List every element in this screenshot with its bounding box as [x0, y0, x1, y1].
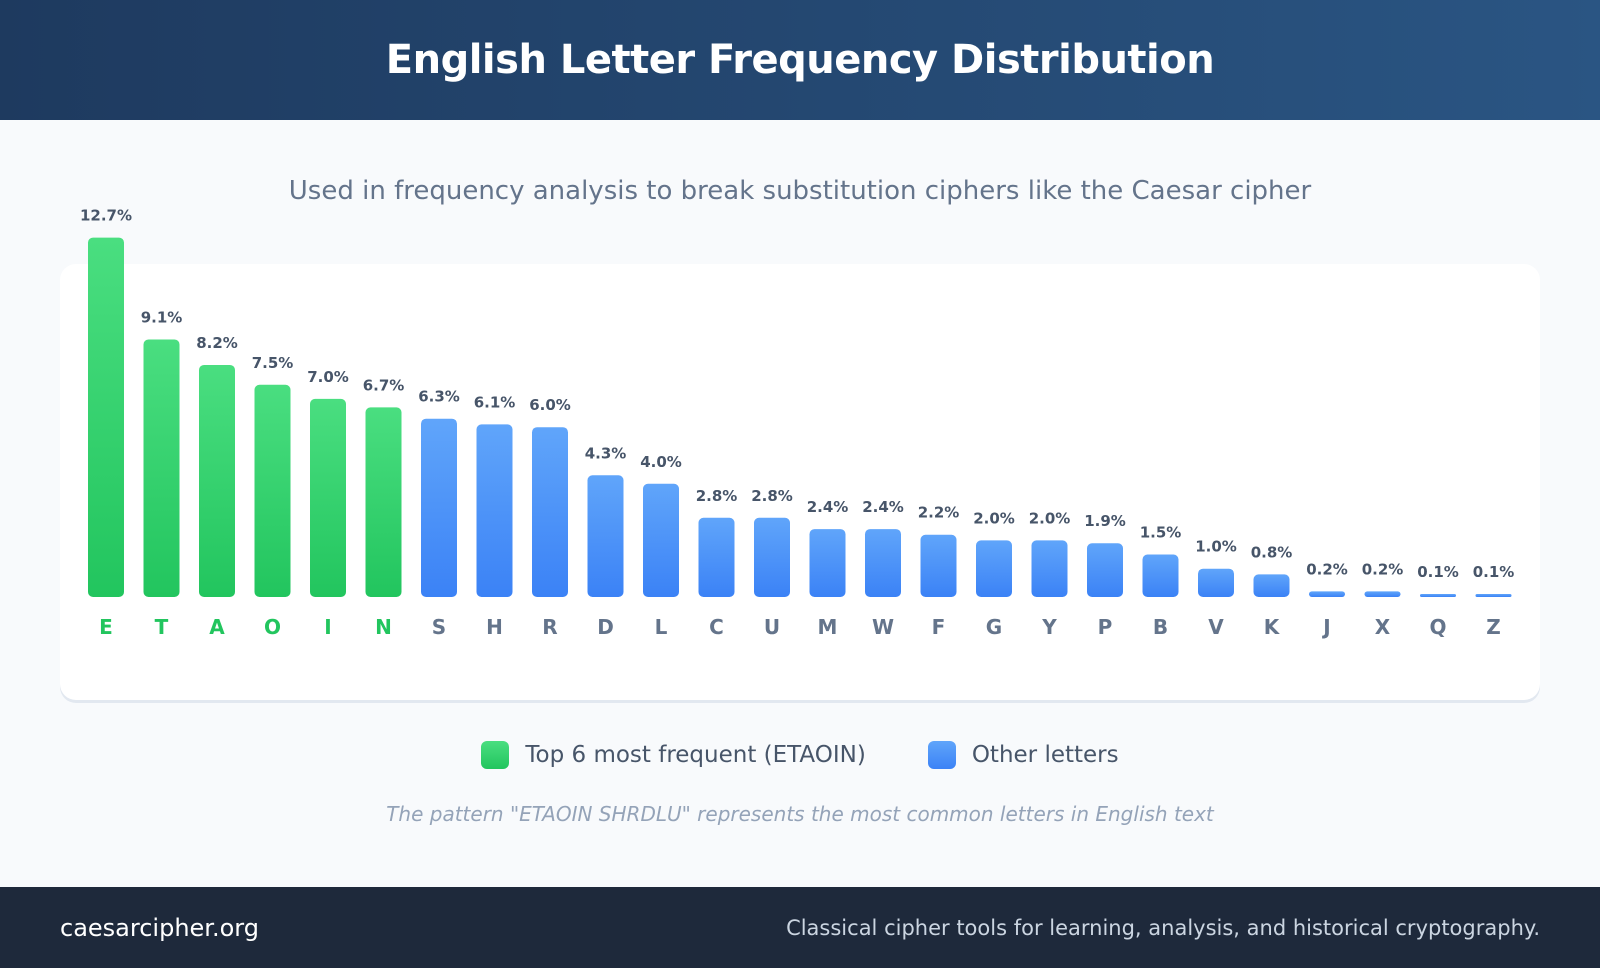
x-tick-label-d: D — [597, 615, 614, 639]
legend-item-other: Other letters — [927, 741, 1119, 769]
bar-value-label-p: 1.9% — [1084, 512, 1126, 530]
x-tick-label-z: Z — [1486, 615, 1501, 639]
x-tick-label-x: X — [1375, 615, 1391, 639]
bar-s — [421, 418, 457, 597]
bar-m — [809, 529, 846, 597]
x-tick-label-a: A — [209, 615, 225, 639]
legend: Top 6 most frequent (ETAOIN) Other lette… — [0, 741, 1600, 769]
bar-value-label-u: 2.8% — [751, 487, 793, 505]
bar-p — [1087, 543, 1123, 597]
bar-e — [88, 237, 124, 597]
x-tick-label-p: P — [1098, 615, 1113, 639]
bar-value-label-m: 2.4% — [807, 498, 849, 516]
header: English Letter Frequency Distribution — [0, 0, 1600, 120]
x-tick-label-o: O — [264, 615, 281, 639]
legend-swatch-other — [927, 741, 956, 769]
x-tick-label-w: W — [872, 615, 894, 639]
bar-value-label-i: 7.0% — [307, 368, 349, 386]
x-tick-label-v: V — [1208, 615, 1224, 639]
bar-n — [365, 407, 402, 597]
letter-frequency-chart: 12.7% E 9.1% T 8.2% A 7.5% O 7.0% I 6.7% N 6.3% S 6.1%… — [80, 207, 1514, 639]
bar-value-label-v: 1.0% — [1195, 538, 1237, 556]
bar-i — [310, 398, 346, 597]
x-tick-label-j: J — [1321, 615, 1330, 639]
bars-group: 12.7% E 9.1% T 8.2% A 7.5% O 7.0% I 6.7% N 6.3% S 6.1%… — [80, 207, 1514, 639]
x-tick-label-m: M — [818, 615, 838, 639]
bar-value-label-a: 8.2% — [196, 334, 238, 352]
legend-label-top: Top 6 most frequent (ETAOIN) — [525, 742, 866, 768]
bar-b — [1142, 554, 1179, 597]
bar-w — [865, 529, 901, 597]
bar-f — [920, 534, 957, 597]
bar-value-label-w: 2.4% — [862, 498, 904, 516]
bar-u — [754, 517, 790, 597]
bar-value-label-r: 6.0% — [529, 396, 571, 414]
bar-z — [1475, 594, 1512, 597]
x-tick-label-q: Q — [1429, 615, 1446, 639]
legend-label-other: Other letters — [971, 742, 1119, 768]
x-tick-label-e: E — [99, 615, 113, 639]
x-tick-label-f: F — [932, 615, 946, 639]
bar-v — [1198, 568, 1234, 597]
x-tick-label-h: H — [486, 615, 503, 639]
bar-c — [698, 517, 735, 597]
bar-x — [1364, 591, 1401, 597]
pattern-note: The pattern "ETAOIN SHRDLU" represents t… — [386, 802, 1214, 826]
footer: caesarcipher.org Classical cipher tools … — [0, 887, 1600, 968]
bar-h — [476, 424, 513, 597]
x-tick-label-c: C — [709, 615, 724, 639]
x-tick-label-k: K — [1264, 615, 1281, 639]
x-tick-label-b: B — [1153, 615, 1168, 639]
legend-swatch-top — [481, 741, 510, 769]
x-tick-label-n: N — [375, 615, 392, 639]
bar-y — [1031, 540, 1068, 597]
x-tick-label-i: I — [324, 615, 331, 639]
bar-value-label-t: 9.1% — [141, 308, 183, 326]
x-tick-label-t: T — [155, 615, 169, 639]
bar-value-label-g: 2.0% — [973, 509, 1015, 527]
bar-o — [254, 384, 291, 597]
bar-value-label-k: 0.8% — [1251, 543, 1293, 561]
x-tick-label-g: G — [986, 615, 1002, 639]
bar-value-label-h: 6.1% — [474, 393, 516, 411]
bar-value-label-d: 4.3% — [585, 444, 627, 462]
bar-value-label-s: 6.3% — [418, 388, 460, 406]
bar-value-label-j: 0.2% — [1306, 560, 1348, 578]
footer-brand[interactable]: caesarcipher.org — [60, 913, 259, 942]
bar-r — [532, 427, 568, 597]
x-tick-label-l: L — [655, 615, 668, 639]
x-tick-label-u: U — [764, 615, 780, 639]
bar-g — [976, 540, 1012, 597]
bar-value-label-z: 0.1% — [1473, 563, 1515, 581]
bar-value-label-b: 1.5% — [1140, 524, 1182, 542]
bar-j — [1309, 591, 1345, 597]
bar-d — [587, 475, 624, 597]
bar-value-label-c: 2.8% — [696, 487, 738, 505]
bar-t — [143, 339, 180, 597]
chart-card — [60, 264, 1540, 700]
bar-a — [199, 364, 235, 597]
bar-k — [1253, 574, 1290, 597]
footer-tagline: Classical cipher tools for learning, ana… — [786, 915, 1540, 940]
bar-value-label-e: 12.7% — [80, 207, 132, 225]
bar-l — [643, 483, 679, 597]
bar-value-label-y: 2.0% — [1029, 509, 1071, 527]
x-tick-label-s: S — [432, 615, 446, 639]
bar-value-label-n: 6.7% — [363, 376, 405, 394]
bar-value-label-l: 4.0% — [640, 453, 682, 471]
x-tick-label-y: Y — [1041, 615, 1057, 639]
bar-value-label-f: 2.2% — [918, 504, 960, 522]
x-tick-label-r: R — [542, 615, 557, 639]
legend-item-top: Top 6 most frequent (ETAOIN) — [481, 741, 866, 769]
page-title: English Letter Frequency Distribution — [385, 37, 1215, 83]
bar-value-label-o: 7.5% — [252, 354, 294, 372]
bar-q — [1420, 594, 1456, 597]
bar-value-label-q: 0.1% — [1417, 563, 1459, 581]
bar-value-label-x: 0.2% — [1362, 560, 1404, 578]
chart-subtitle: Used in frequency analysis to break subs… — [288, 176, 1312, 206]
